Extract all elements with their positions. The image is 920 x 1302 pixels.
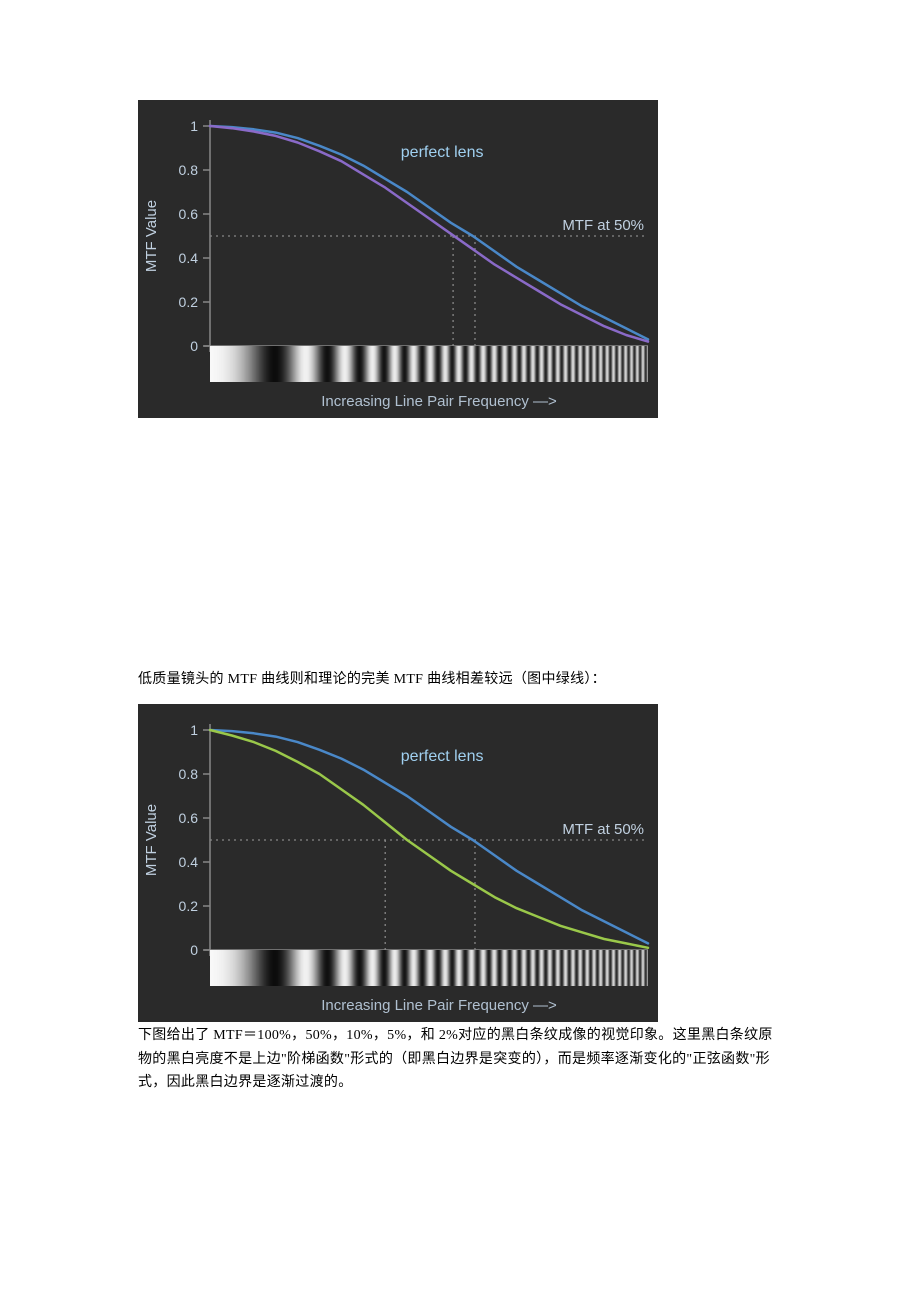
svg-text:MTF Value: MTF Value xyxy=(143,804,160,876)
svg-text:MTF at 50%: MTF at 50% xyxy=(562,217,644,234)
paragraph-bottom: 下图给出了 MTF＝100%，50%，10%，5%，和 2%对应的黑白条纹成像的… xyxy=(138,1024,782,1095)
svg-text:0.4: 0.4 xyxy=(179,854,199,870)
frequency-band-2 xyxy=(210,950,648,986)
svg-text:0: 0 xyxy=(190,942,198,958)
frequency-band-1 xyxy=(210,346,648,382)
svg-text:0: 0 xyxy=(190,338,198,354)
svg-text:0.8: 0.8 xyxy=(179,766,199,782)
svg-text:perfect lens: perfect lens xyxy=(401,748,484,765)
svg-text:0.8: 0.8 xyxy=(179,162,199,178)
svg-text:0.6: 0.6 xyxy=(179,206,199,222)
svg-text:MTF Value: MTF Value xyxy=(143,200,160,272)
svg-text:0.6: 0.6 xyxy=(179,810,199,826)
svg-text:MTF at 50%: MTF at 50% xyxy=(562,821,644,838)
svg-text:0.4: 0.4 xyxy=(179,250,199,266)
svg-text:perfect lens: perfect lens xyxy=(401,144,484,161)
mtf-chart-2: 0 0.2 0.4 0.6 0.8 1 MTF Value perfect lens MTF a… xyxy=(138,704,658,1022)
mtf-chart-1: 0 0.2 0.4 0.6 0.8 1 MTF Value perfect lens MTF a… xyxy=(138,100,658,418)
svg-text:0.2: 0.2 xyxy=(179,898,199,914)
svg-text:1: 1 xyxy=(190,722,198,738)
svg-text:0.2: 0.2 xyxy=(179,294,199,310)
paragraph-mid: 低质量镜头的 MTF 曲线则和理论的完美 MTF 曲线相差较远（图中绿线）： xyxy=(138,668,782,692)
svg-text:Increasing Line Pair Frequency: Increasing Line Pair Frequency —> xyxy=(321,393,557,410)
svg-text:1: 1 xyxy=(190,118,198,134)
svg-text:Increasing Line Pair Frequency: Increasing Line Pair Frequency —> xyxy=(321,997,557,1014)
